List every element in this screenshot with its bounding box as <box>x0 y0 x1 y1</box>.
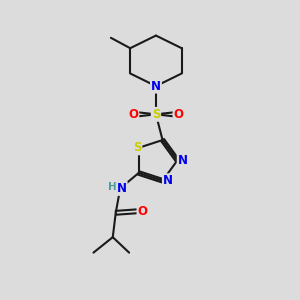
Text: N: N <box>151 80 161 93</box>
Text: H: H <box>107 182 116 192</box>
Text: O: O <box>128 108 138 121</box>
Text: N: N <box>178 154 188 167</box>
Text: O: O <box>137 205 148 218</box>
Text: S: S <box>133 141 141 154</box>
Text: S: S <box>152 108 160 121</box>
Text: O: O <box>173 108 184 121</box>
Text: N: N <box>163 174 173 187</box>
Text: N: N <box>117 182 127 195</box>
